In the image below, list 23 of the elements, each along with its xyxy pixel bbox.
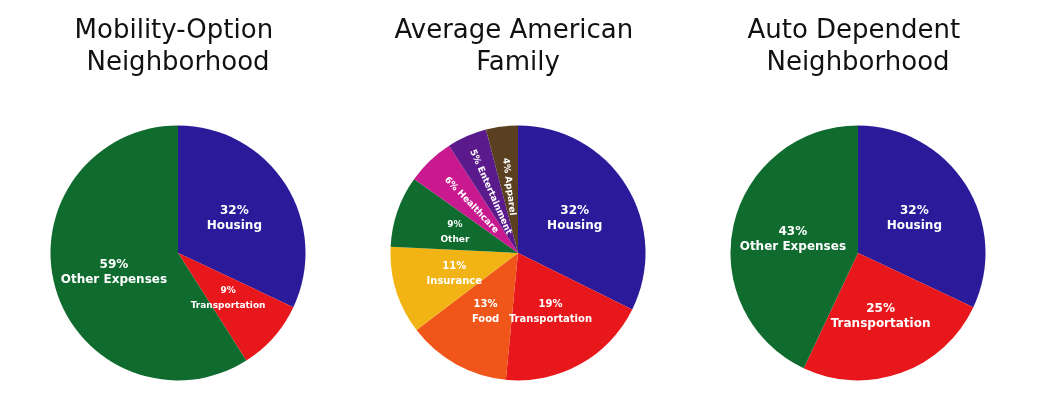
data-label: 11% <box>442 259 467 271</box>
slice-label: Other Expenses <box>60 272 168 287</box>
slice-label: Transportation <box>508 313 593 325</box>
data-label: 9% <box>220 284 236 295</box>
data-label: 25% <box>866 301 895 316</box>
slice-label: Insurance <box>426 274 483 286</box>
slice-label: Transportation <box>830 316 931 331</box>
data-label: 43% <box>778 223 808 238</box>
data-label: 32% <box>899 202 929 217</box>
chart-title: Auto Dependent Neighborhood <box>747 14 969 76</box>
chart-title: Average American Family <box>394 14 642 76</box>
slice-label: Other Expenses <box>739 238 847 253</box>
data-label: 32% <box>219 202 249 217</box>
data-label: 13% <box>473 298 498 310</box>
data-label: 59% <box>99 257 129 272</box>
slice-label: Other <box>440 233 470 244</box>
chart-title: Mobility-Option Neighborhood <box>74 14 282 76</box>
data-label: 32% <box>560 203 590 218</box>
slice-label: Housing <box>547 218 603 233</box>
data-label: 19% <box>538 298 563 310</box>
slice-label: Housing <box>206 217 262 232</box>
slice-label: Housing <box>886 217 942 232</box>
slice-label: Food <box>471 313 500 325</box>
